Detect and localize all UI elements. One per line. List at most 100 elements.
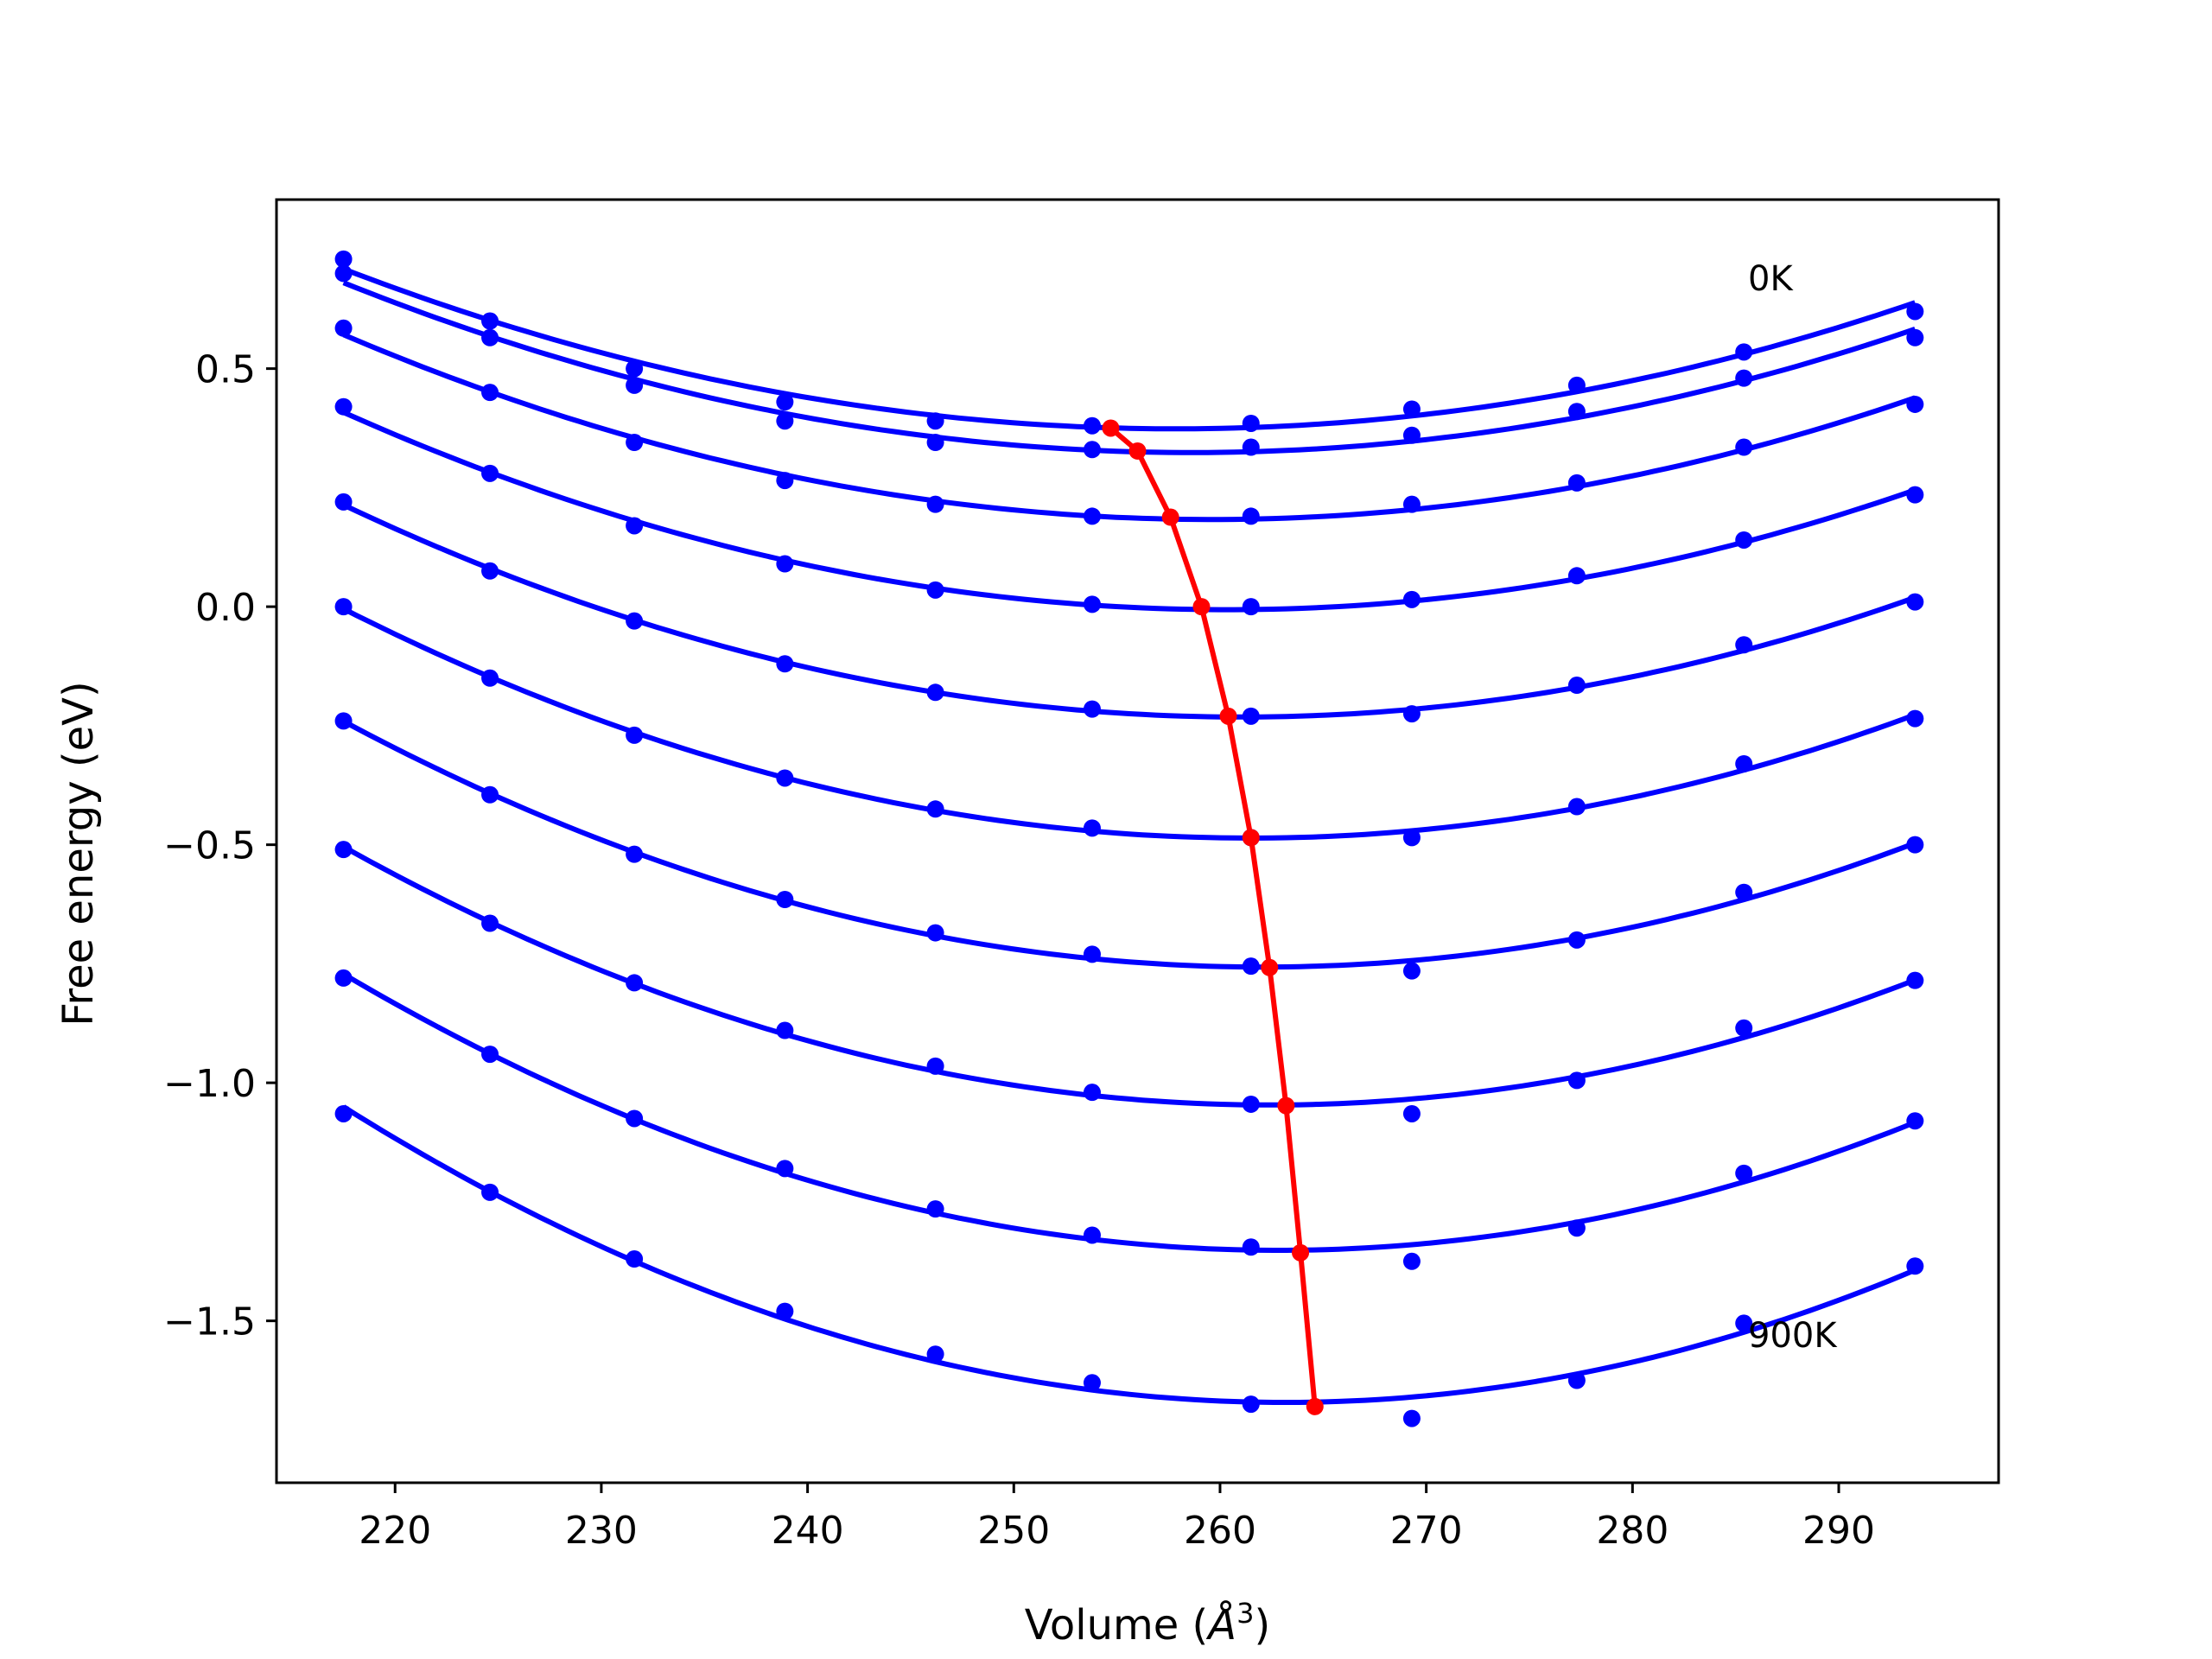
- data-point-s7-2: [481, 785, 499, 804]
- data-point-s2-2: [481, 328, 499, 346]
- data-point-s10-11: [1906, 1257, 1924, 1275]
- data-point-s9-8: [1402, 1252, 1421, 1270]
- minimum-point-5: [1219, 707, 1237, 725]
- minimum-path-line: [1109, 426, 1318, 1408]
- data-point-s3-1: [334, 319, 353, 337]
- data-point-s10-2: [481, 1183, 499, 1201]
- minimum-point-7: [1261, 958, 1279, 976]
- data-point-s7-1: [334, 712, 353, 730]
- minimum-point-3: [1161, 508, 1179, 526]
- data-point-s7-9: [1567, 931, 1586, 949]
- data-point-s3-11: [1906, 395, 1924, 413]
- data-point-s1-6: [1083, 416, 1101, 435]
- x-tick-label-270: 270: [1390, 1509, 1463, 1553]
- data-point-s10-10: [1735, 1314, 1753, 1332]
- data-point-s5-8: [1402, 705, 1421, 723]
- data-point-s10-5: [926, 1345, 944, 1363]
- data-point-s9-10: [1735, 1164, 1753, 1182]
- data-point-s6-1: [334, 598, 353, 616]
- data-point-s1-7: [1242, 414, 1260, 432]
- data-point-s6-10: [1735, 754, 1753, 772]
- minimum-point-10: [1306, 1397, 1324, 1415]
- data-point-s4-1: [334, 397, 353, 416]
- x-tick-label-280: 280: [1596, 1509, 1669, 1553]
- data-point-s4-4: [776, 555, 794, 573]
- data-point-s1-11: [1906, 302, 1924, 321]
- data-point-s2-10: [1735, 369, 1753, 387]
- y-tick-label-2: −0.5: [163, 824, 256, 868]
- data-point-s6-9: [1567, 798, 1586, 816]
- data-point-s2-5: [926, 434, 944, 452]
- data-point-s9-6: [1083, 1226, 1101, 1244]
- fit-curve-3: [342, 332, 1916, 523]
- fit-curve-8: [342, 844, 1916, 1108]
- data-point-s4-3: [626, 517, 644, 535]
- data-point-s10-7: [1242, 1395, 1260, 1414]
- data-point-s4-2: [481, 464, 499, 482]
- data-point-s5-9: [1567, 677, 1586, 695]
- data-point-s6-3: [626, 726, 644, 744]
- data-point-s3-2: [481, 384, 499, 402]
- data-point-s2-8: [1402, 426, 1421, 444]
- data-point-s8-2: [481, 914, 499, 932]
- fit-curve-10: [342, 1104, 1916, 1405]
- data-point-s10-3: [626, 1250, 644, 1268]
- data-point-s5-2: [481, 562, 499, 580]
- fit-curve-4: [342, 410, 1916, 613]
- data-point-s8-7: [1242, 1095, 1260, 1113]
- x-tick-label-240: 240: [772, 1509, 844, 1553]
- minimum-point-8: [1277, 1096, 1295, 1115]
- annotation-900k: 900K: [1748, 1316, 1838, 1356]
- data-point-s8-3: [626, 974, 644, 992]
- data-point-s4-9: [1567, 567, 1586, 585]
- y-tick-label-3: −1.0: [163, 1062, 256, 1106]
- data-point-s7-7: [1242, 957, 1260, 976]
- data-point-s9-3: [626, 1109, 644, 1128]
- x-axis-label: Volume (Å3): [1025, 1597, 1270, 1649]
- data-point-s3-3: [626, 434, 644, 452]
- minimum-point-6: [1242, 829, 1260, 847]
- data-point-s10-4: [776, 1302, 794, 1320]
- data-point-s10-9: [1567, 1371, 1586, 1389]
- data-point-s10-8: [1402, 1409, 1421, 1427]
- data-point-s9-2: [481, 1046, 499, 1064]
- x-tick-label-260: 260: [1184, 1509, 1256, 1553]
- data-point-s6-8: [1402, 829, 1421, 847]
- y-axis-label: Free energy (eV): [54, 681, 103, 1026]
- y-tick-label-0: 0.5: [195, 348, 256, 392]
- data-point-s3-5: [926, 495, 944, 513]
- data-point-s1-9: [1567, 376, 1586, 394]
- x-tick-label-230: 230: [565, 1509, 638, 1553]
- data-point-s5-5: [926, 683, 944, 702]
- data-point-s4-5: [926, 581, 944, 599]
- data-point-s2-9: [1567, 403, 1586, 421]
- y-tick-label-1: 0.0: [195, 586, 256, 630]
- data-point-s3-8: [1402, 495, 1421, 513]
- data-point-s8-6: [1083, 1084, 1101, 1102]
- data-point-s1-4: [776, 393, 794, 411]
- data-point-s9-11: [1906, 1112, 1924, 1130]
- data-point-s9-9: [1567, 1219, 1586, 1237]
- minimum-point-4: [1192, 598, 1211, 616]
- data-point-s7-11: [1906, 836, 1924, 854]
- data-point-s8-4: [776, 1021, 794, 1039]
- data-point-s1-5: [926, 412, 944, 430]
- x-tick-label-250: 250: [977, 1509, 1050, 1553]
- fit-curve-6: [342, 606, 1916, 841]
- annotation-0k: 0K: [1748, 259, 1794, 299]
- data-point-s7-5: [926, 924, 944, 942]
- fit-curve-5: [342, 502, 1916, 720]
- minimum-point-1: [1102, 419, 1120, 437]
- data-point-s4-7: [1242, 598, 1260, 616]
- data-point-s8-1: [334, 841, 353, 859]
- data-point-s5-4: [776, 655, 794, 673]
- data-point-s5-10: [1735, 636, 1753, 654]
- x-tick-label-290: 290: [1802, 1509, 1875, 1553]
- data-point-s4-6: [1083, 595, 1101, 613]
- data-point-s10-6: [1083, 1374, 1101, 1392]
- data-point-s9-1: [334, 969, 353, 987]
- data-point-s2-4: [776, 412, 794, 430]
- data-point-s5-6: [1083, 700, 1101, 718]
- fit-curve-9: [342, 971, 1916, 1253]
- data-point-s2-11: [1906, 328, 1924, 346]
